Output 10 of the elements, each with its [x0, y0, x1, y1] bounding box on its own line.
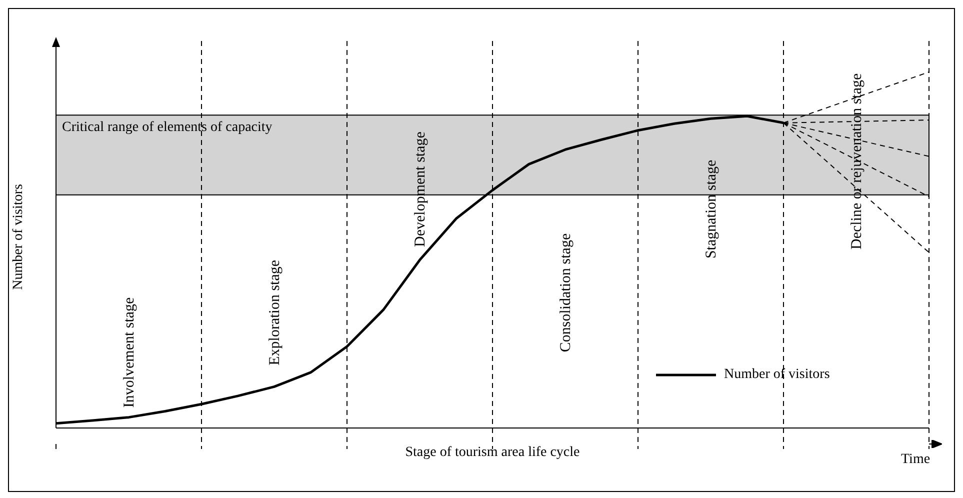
annotation: Involvement stage: [122, 296, 138, 408]
band-label: Critical range of elements of capacity: [62, 120, 272, 136]
legend-label: Number of visitors: [724, 367, 830, 383]
annotation: Consolidation stage: [558, 233, 574, 352]
x-axis-title: Stage of tourism area life cycle: [405, 445, 580, 460]
annotation: Exploration stage: [267, 260, 284, 366]
y-axis-title: Number of visitors: [10, 184, 26, 290]
text: Time: [901, 452, 930, 468]
annotation: Development stage: [412, 131, 429, 247]
annotation: Stagnation stage: [704, 159, 720, 259]
